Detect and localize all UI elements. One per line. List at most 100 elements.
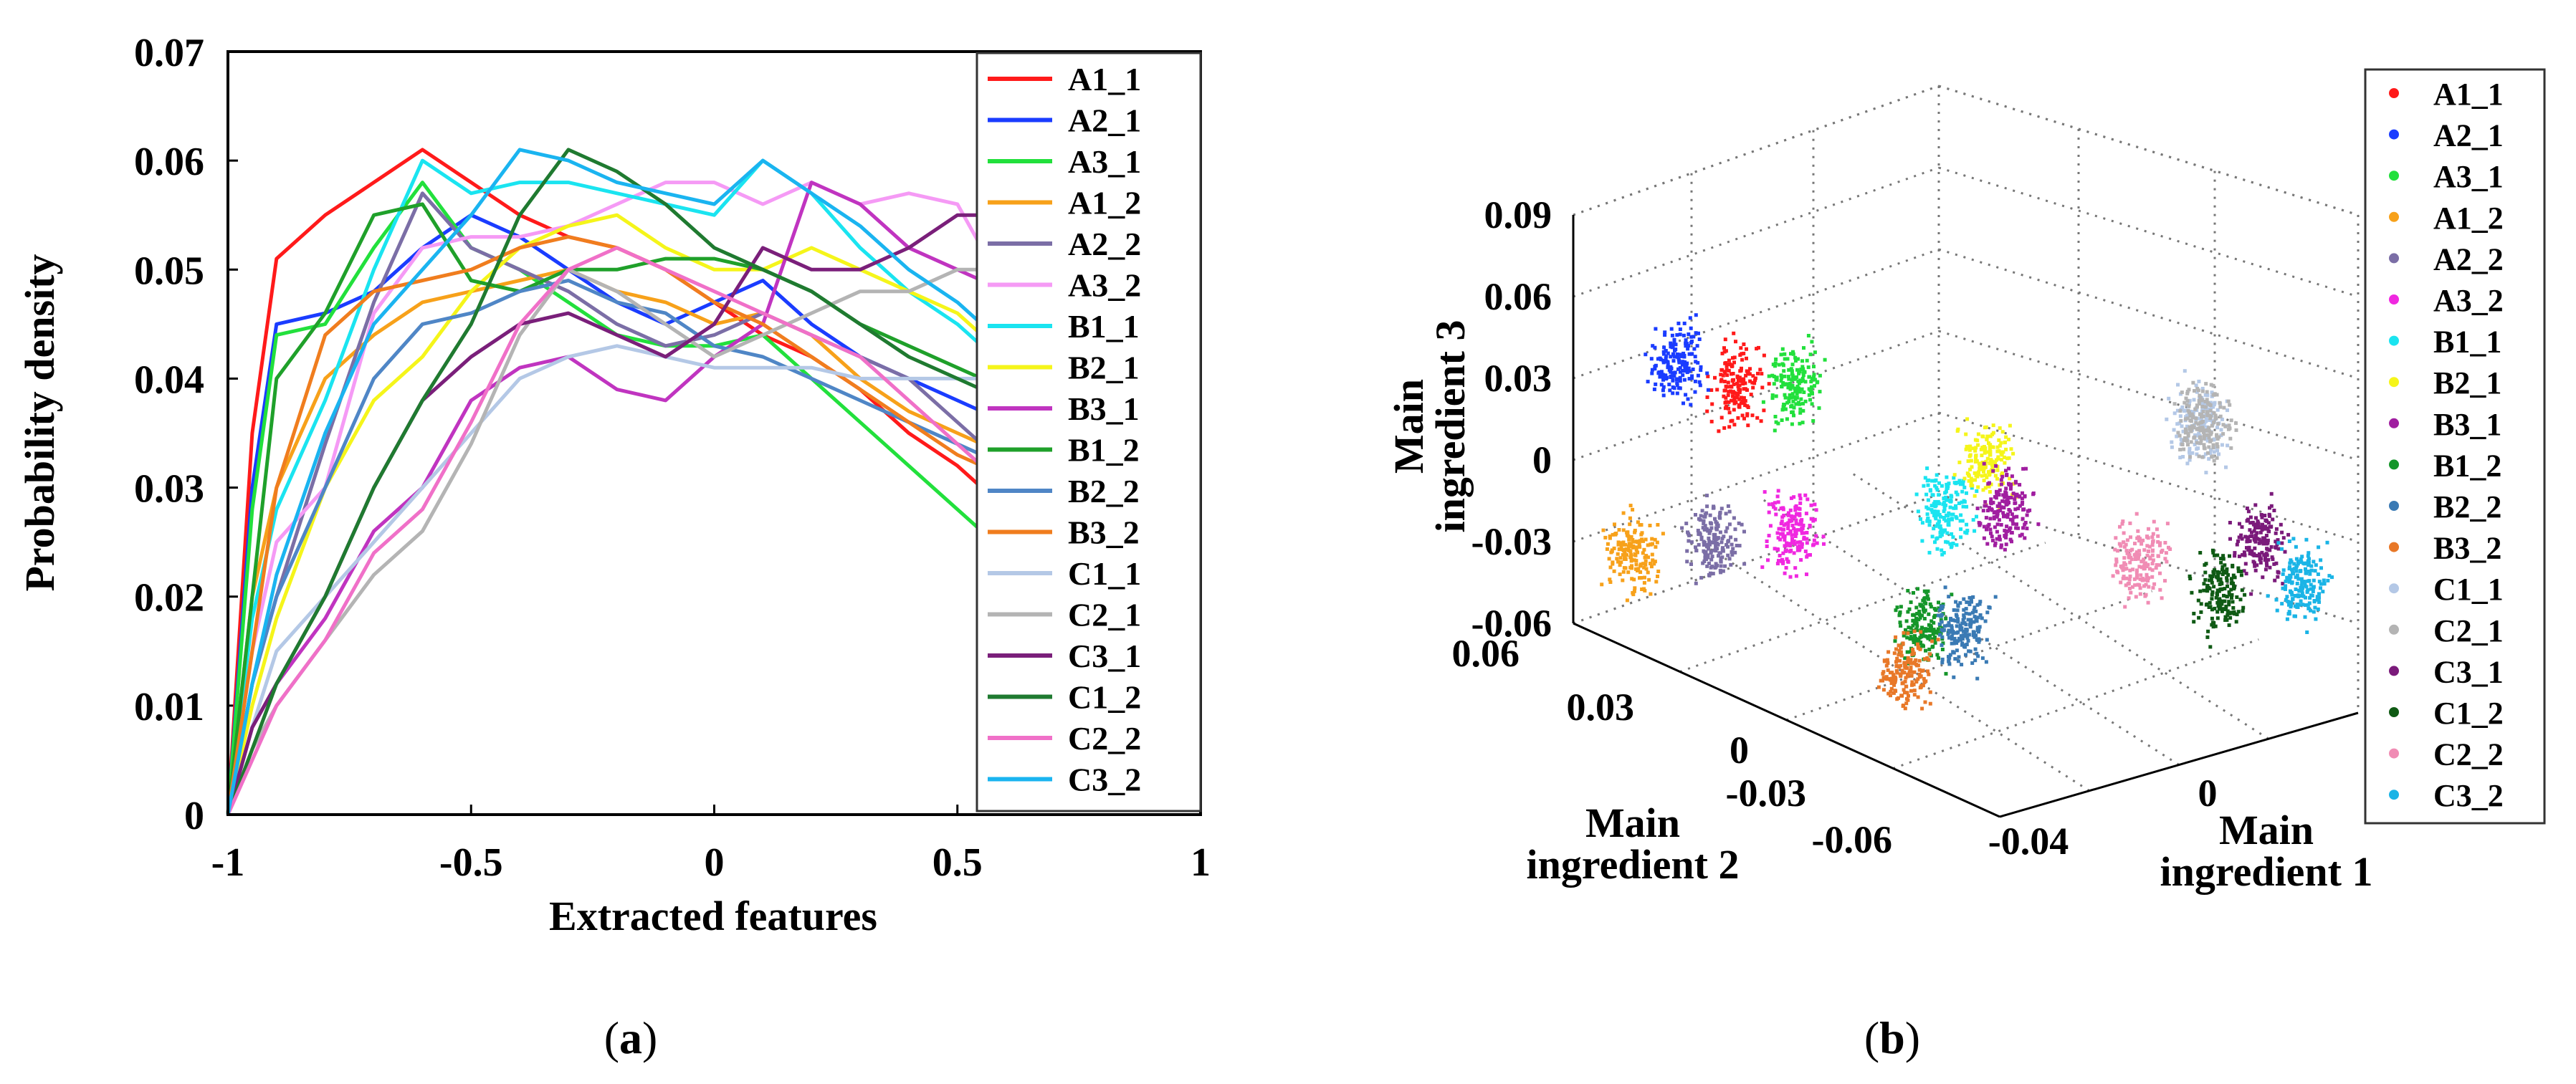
scatter-point	[2257, 541, 2261, 545]
scatter-point	[1942, 509, 1946, 514]
scatter-point	[1982, 469, 1985, 474]
scatter-point	[1950, 532, 1954, 536]
scatter-point	[1709, 526, 1714, 530]
scatter-point	[1939, 514, 1942, 519]
scatter-point	[1643, 575, 1646, 580]
scatter-point	[2018, 494, 2022, 499]
scatter-point	[2284, 579, 2288, 583]
scatter-point	[1793, 528, 1798, 532]
scatter-point	[2121, 568, 2125, 572]
scatter-point	[1655, 540, 1659, 545]
scatter-point	[1802, 390, 1806, 394]
scatter-point	[1892, 683, 1896, 687]
scatter-point	[1694, 513, 1697, 517]
scatter-point	[1899, 605, 1903, 609]
scatter-point	[2191, 380, 2195, 385]
scatter-point	[1738, 369, 1742, 373]
scatter-point	[1805, 358, 1809, 363]
scatter-point	[1901, 704, 1905, 708]
scatter-point	[1884, 675, 1889, 679]
scatter-point	[1966, 618, 1970, 622]
scatter-point	[1996, 509, 2000, 513]
scatter-point	[1788, 542, 1792, 546]
cluster-a3-2	[1760, 489, 1826, 579]
scatter-point	[2015, 522, 2018, 527]
scatter-point	[2122, 545, 2127, 549]
scatter-point	[2303, 615, 2307, 619]
scatter-point	[1742, 401, 1746, 405]
scatter-point	[2285, 595, 2289, 599]
scatter-point	[2197, 615, 2201, 620]
y-tick-label: 0.02	[134, 576, 204, 620]
scatter-point	[1978, 638, 1982, 642]
scatter-point	[1810, 340, 1814, 344]
scatter-point	[1790, 515, 1795, 519]
panel-b-legend: A1_1A2_1A3_1A1_2A2_2A3_2B1_1B2_1B3_1B1_2…	[2364, 68, 2546, 825]
scatter-point	[1654, 382, 1658, 386]
scatter-point	[1707, 536, 1711, 540]
scatter-point	[1692, 335, 1696, 339]
scatter-point	[1721, 546, 1725, 550]
scatter-point	[1697, 542, 1701, 547]
scatter-point	[2197, 431, 2201, 436]
scatter-point	[1633, 586, 1637, 590]
scatter-point	[1807, 387, 1811, 391]
scatter-point	[1627, 535, 1631, 539]
scatter-point	[1682, 321, 1687, 325]
scatter-point	[2214, 595, 2218, 600]
scatter-point	[1933, 484, 1937, 488]
scatter-point	[1813, 502, 1817, 507]
scatter-point	[1965, 522, 1969, 527]
scatter-point	[2151, 532, 2155, 536]
scatter-point	[1955, 492, 1960, 497]
scatter-point	[1927, 623, 1931, 627]
scatter-point	[1666, 363, 1670, 366]
scatter-point	[1664, 373, 1668, 378]
scatter-point	[2170, 445, 2174, 449]
scatter-point	[2164, 551, 2168, 555]
scatter-point	[1926, 498, 1930, 502]
scatter-point	[1790, 410, 1795, 414]
scatter-point	[1975, 625, 1980, 630]
scatter-point	[2234, 428, 2238, 432]
scatter-point	[2248, 552, 2252, 556]
scatter-point	[1697, 517, 1701, 521]
scatter-point	[2185, 398, 2190, 403]
scatter-point	[1729, 562, 1733, 567]
scatter-point	[1965, 504, 1969, 509]
scatter-point	[1659, 372, 1663, 376]
scatter-point	[1631, 593, 1636, 597]
scatter-point	[2295, 573, 2299, 577]
scatter-point	[2246, 509, 2251, 514]
scatter-point	[2147, 585, 2151, 589]
scatter-point	[1762, 490, 1767, 494]
axes-box-edge	[1573, 493, 1940, 625]
scatter-point	[2304, 537, 2309, 542]
scatter-point	[2139, 542, 2144, 546]
scatter-point	[2179, 419, 2183, 423]
scatter-point	[1773, 415, 1778, 418]
scatter-point	[2234, 620, 2238, 624]
scatter-point	[2210, 590, 2215, 594]
scatter-point	[2002, 506, 2006, 510]
scatter-point	[1805, 541, 1809, 545]
scatter-point	[2192, 611, 2196, 615]
scatter-point	[1968, 453, 1972, 457]
scatter-point	[2216, 578, 2220, 582]
scatter-point	[1983, 504, 1987, 508]
scatter-point	[1709, 551, 1713, 555]
scatter-point	[1974, 456, 1978, 460]
scatter-point	[2193, 443, 2197, 446]
scatter-point	[2000, 458, 2003, 462]
scatter-point	[1942, 507, 1947, 511]
scatter-point	[1813, 384, 1816, 388]
scatter-point	[1689, 562, 1693, 566]
x-tick-label: -1	[211, 840, 245, 885]
scatter-point	[2158, 587, 2162, 592]
scatter-point	[1799, 368, 1803, 372]
scatter-point	[1920, 706, 1924, 711]
scatter-point	[1968, 625, 1972, 629]
scatter-point	[1904, 619, 1909, 623]
scatter-point	[1692, 347, 1697, 351]
scatter-point	[1950, 517, 1954, 522]
